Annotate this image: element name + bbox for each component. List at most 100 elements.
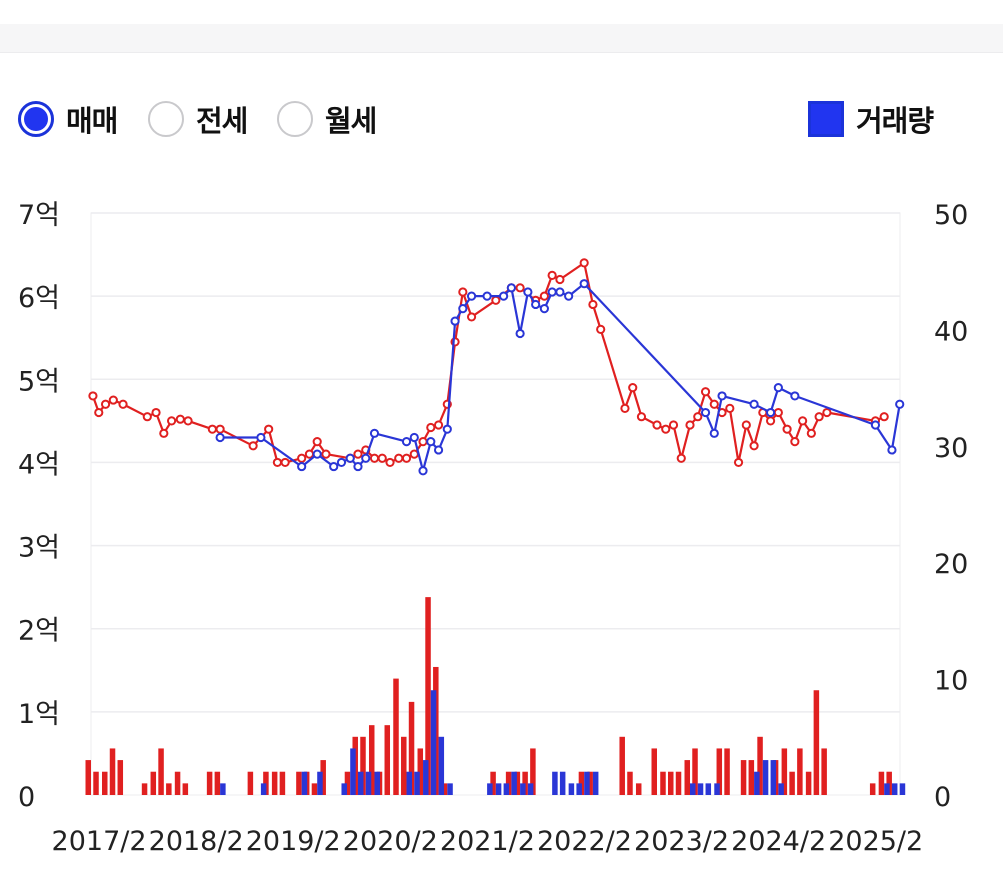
volume-bar — [271, 771, 278, 795]
price-marker — [887, 445, 897, 455]
price-marker — [418, 437, 428, 447]
radio-jeonse[interactable]: 전세 — [148, 95, 248, 143]
price-line — [91, 261, 885, 464]
price-marker — [297, 461, 307, 472]
price-marker — [183, 416, 193, 426]
volume-bar — [360, 736, 366, 795]
price-marker — [175, 414, 185, 424]
radio-sale-label: 매매 — [66, 104, 118, 138]
price-marker — [579, 258, 589, 268]
volume-bar — [393, 678, 399, 795]
volume-bar — [511, 771, 517, 795]
price-marker — [369, 428, 380, 438]
price-marker — [515, 328, 525, 339]
price-marker — [773, 407, 783, 418]
volume-bar — [247, 771, 254, 795]
radio-monthly-circle[interactable] — [277, 101, 313, 137]
x-tick-label: 2023/2 — [634, 826, 729, 857]
volume-bar — [584, 771, 590, 795]
volume-bar — [357, 771, 364, 795]
price-marker — [88, 391, 98, 401]
volume-bar — [762, 760, 769, 795]
price-marker — [588, 299, 598, 310]
volume-bar — [166, 783, 172, 795]
price-marker — [401, 453, 412, 463]
volume-bar — [587, 771, 593, 795]
radio-jeonse-circle[interactable] — [148, 101, 184, 137]
price-marker — [879, 412, 889, 422]
volume-bar — [797, 748, 803, 795]
volume-legend-swatch[interactable] — [808, 101, 844, 137]
volume-bar — [441, 783, 448, 795]
price-marker — [426, 422, 436, 433]
price-marker — [361, 453, 371, 463]
volume-bar — [821, 748, 827, 795]
price-marker — [215, 432, 225, 443]
price-marker — [345, 453, 355, 463]
volume-bar — [487, 783, 493, 795]
price-marker — [539, 291, 549, 301]
volume-bar — [423, 760, 429, 795]
volume-bar — [503, 783, 510, 795]
x-tick-label: 2018/2 — [149, 826, 244, 857]
price-marker — [814, 412, 824, 422]
y-right-tick-label: 10 — [934, 666, 968, 697]
radio-sale[interactable]: 매매 — [18, 95, 118, 143]
price-marker — [108, 395, 118, 405]
price-marker — [700, 407, 711, 418]
radio-monthly[interactable]: 월세 — [277, 95, 377, 143]
volume-bar — [559, 771, 566, 795]
radio-sale-circle[interactable] — [18, 101, 54, 137]
price-marker — [418, 466, 428, 476]
price-marker — [709, 399, 719, 409]
price-marker — [280, 457, 290, 468]
volume-bar — [414, 771, 420, 795]
volume-bar — [527, 783, 534, 795]
price-marker — [336, 457, 347, 468]
price-marker — [547, 270, 557, 280]
volume-bar — [406, 771, 413, 795]
y-left-tick-label: 1억 — [18, 699, 60, 730]
price-marker — [151, 407, 161, 418]
volume-bar — [635, 783, 642, 795]
volume-bar — [93, 771, 99, 795]
price-marker — [256, 432, 266, 443]
price-marker — [725, 403, 735, 413]
price-marker — [353, 449, 363, 459]
volume-bar — [365, 771, 372, 795]
y-right-tick-label: 30 — [934, 433, 968, 464]
volume-bar — [675, 771, 682, 795]
volume-bar — [220, 783, 226, 795]
y-left-tick-label: 2억 — [18, 616, 60, 647]
price-marker — [717, 391, 727, 401]
price-marker — [539, 304, 549, 314]
volume-bar — [150, 771, 157, 795]
price-marker — [321, 449, 331, 459]
volume-bar — [401, 736, 407, 795]
price-marker — [790, 391, 800, 401]
price-marker — [685, 420, 695, 430]
volume-bar — [778, 783, 784, 795]
price-marker — [749, 399, 759, 409]
price-marker — [401, 437, 412, 447]
x-tick-label: 2019/2 — [246, 826, 341, 857]
x-tick-label: 2025/2 — [828, 826, 923, 857]
volume-legend[interactable]: 거래량 — [808, 95, 934, 143]
price-marker — [409, 432, 419, 443]
volume-bar — [425, 597, 431, 795]
price-marker — [264, 424, 274, 434]
price-marker — [118, 399, 128, 409]
volume-bar — [141, 783, 148, 795]
y-right-tick-label: 50 — [934, 200, 968, 231]
volume-bar — [344, 771, 351, 795]
price-marker — [433, 420, 444, 430]
volume-bar — [320, 760, 326, 795]
price-marker — [297, 453, 307, 463]
volume-bar — [214, 771, 221, 795]
x-tick-label: 2020/2 — [343, 826, 438, 857]
price-marker — [100, 399, 111, 409]
volume-bar — [899, 783, 906, 795]
volume-bar — [279, 771, 286, 795]
y-right-tick-label: 20 — [934, 549, 968, 580]
price-marker — [159, 428, 169, 438]
